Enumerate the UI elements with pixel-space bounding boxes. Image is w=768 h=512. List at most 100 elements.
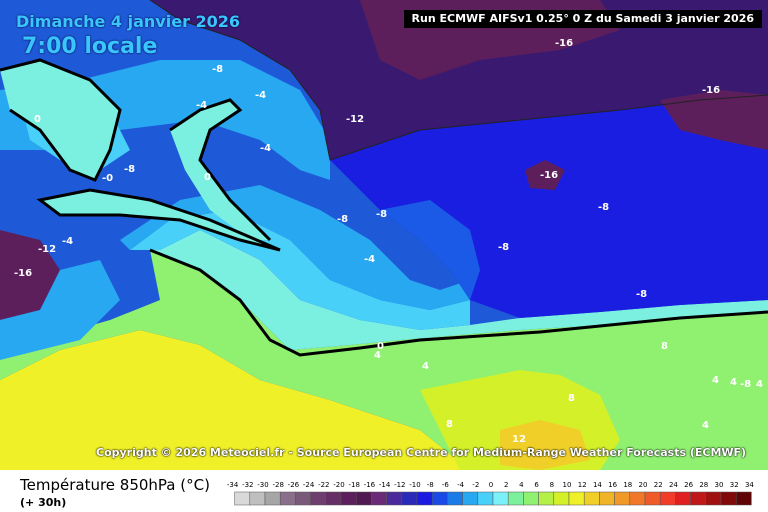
iso-label: -0 bbox=[102, 173, 113, 184]
iso-label: -16 bbox=[540, 170, 558, 181]
legend-swatch bbox=[568, 491, 585, 506]
legend-swatch bbox=[553, 491, 570, 506]
legend-tick: -34 bbox=[227, 481, 239, 489]
legend-swatch bbox=[720, 491, 737, 506]
iso-label: -12 bbox=[346, 114, 364, 125]
legend-swatch bbox=[310, 491, 327, 506]
legend-tick: -10 bbox=[409, 481, 420, 489]
temperature-map: -16 -16 -16 -16 -12 -12 -8 -8 -8 -8 -8 -… bbox=[0, 0, 768, 470]
legend-swatch bbox=[614, 491, 631, 506]
warm-zone-hot bbox=[500, 420, 590, 470]
cool-zone-aqua bbox=[150, 230, 768, 350]
iso-label: -16 bbox=[555, 38, 573, 49]
legend-tick: -24 bbox=[303, 481, 315, 489]
iso-label: -8 bbox=[376, 209, 387, 220]
warm-zone-yellow bbox=[0, 330, 470, 470]
iso-label: -4 bbox=[260, 143, 271, 154]
legend-swatch bbox=[462, 491, 479, 506]
legend-swatch bbox=[295, 491, 311, 506]
isotherm-labels: -16 -16 -16 -16 -12 -12 -8 -8 -8 -8 -8 -… bbox=[14, 38, 763, 445]
legend-tick: 0 bbox=[489, 481, 493, 489]
legend-swatch bbox=[705, 491, 722, 506]
legend-tick: 14 bbox=[593, 481, 602, 489]
iso-label: -8 bbox=[598, 202, 609, 213]
legend-tick: -30 bbox=[257, 481, 268, 489]
forecast-date: Dimanche 4 janvier 2026 bbox=[16, 12, 241, 31]
cold-zone-east-purple bbox=[660, 90, 768, 150]
legend-swatch bbox=[629, 491, 646, 506]
iso-label: -12 bbox=[38, 244, 56, 255]
cold-zone-west bbox=[0, 230, 60, 320]
cool-zone-west-blue bbox=[0, 260, 120, 360]
legend-swatch bbox=[279, 491, 296, 506]
legend-tick: 10 bbox=[563, 481, 572, 489]
isotherm-zero-south bbox=[149, 248, 768, 357]
legend-swatch bbox=[416, 491, 433, 506]
iso-label: 12 bbox=[512, 434, 526, 445]
run-info: Run ECMWF AIFSv1 0.25° 0 Z du Samedi 3 j… bbox=[403, 10, 762, 28]
copyright-notice: Copyright © 2026 Meteociel.fr - Source E… bbox=[96, 446, 747, 459]
iso-label: -8 bbox=[337, 214, 348, 225]
legend-tick: -26 bbox=[288, 481, 300, 489]
legend-tick: -2 bbox=[472, 481, 479, 489]
iso-label: -4 bbox=[364, 254, 375, 265]
iso-label: -8 bbox=[740, 379, 751, 390]
legend-tick: -22 bbox=[318, 481, 329, 489]
cool-zone-cyan bbox=[130, 210, 470, 330]
legend-swatch bbox=[644, 491, 661, 506]
iso-label: 8 bbox=[446, 419, 453, 430]
iso-label: 4 bbox=[702, 420, 709, 431]
iso-label: 4 bbox=[422, 361, 429, 372]
legend-tick: 28 bbox=[699, 481, 708, 489]
cold-zone-europe bbox=[330, 95, 768, 318]
legend-swatch bbox=[492, 491, 509, 506]
legend-tick: -6 bbox=[442, 481, 450, 489]
legend-swatch bbox=[675, 491, 691, 506]
iso-label: -16 bbox=[702, 85, 720, 96]
cool-zone-light-blue bbox=[120, 185, 470, 310]
iso-label: 4 bbox=[756, 379, 763, 390]
forecast-time: 7:00 locale bbox=[22, 34, 158, 59]
legend-tick: 22 bbox=[654, 481, 663, 489]
legend-tick: 6 bbox=[534, 481, 539, 489]
legend-swatch bbox=[659, 491, 676, 506]
legend-swatch bbox=[234, 491, 251, 506]
legend-tick: 26 bbox=[684, 481, 693, 489]
legend-tick: -14 bbox=[379, 481, 391, 489]
legend-tick: -32 bbox=[242, 481, 253, 489]
legend-tick: -18 bbox=[348, 481, 359, 489]
legend-tick: -28 bbox=[272, 481, 283, 489]
legend-swatch bbox=[340, 491, 357, 506]
legend-tick: 30 bbox=[715, 481, 724, 489]
iso-label: -4 bbox=[255, 90, 266, 101]
iso-label: 8 bbox=[661, 341, 668, 352]
legend-swatch bbox=[735, 491, 752, 506]
legend-tick: -16 bbox=[364, 481, 376, 489]
tongue-north bbox=[170, 100, 270, 240]
legend-tick: 16 bbox=[608, 481, 617, 489]
iso-label: -8 bbox=[636, 289, 647, 300]
color-scale: -34 -32 -30 -28 -26 -24 -22 -20 -18 -16 -14 -12 -10-… bbox=[227, 481, 754, 506]
legend-swatch bbox=[599, 491, 615, 506]
iso-label: 4 bbox=[730, 377, 737, 388]
iso-label: -16 bbox=[14, 268, 32, 279]
legend-swatch bbox=[523, 491, 539, 506]
legend-tick: -12 bbox=[394, 481, 405, 489]
legend-tick: -4 bbox=[457, 481, 465, 489]
legend-swatch bbox=[401, 491, 418, 506]
tongue-west bbox=[40, 190, 280, 250]
iso-label: 0 bbox=[34, 114, 41, 125]
legend-tick: 4 bbox=[519, 481, 524, 489]
legend-swatch bbox=[325, 491, 342, 506]
iso-label: 4 bbox=[712, 375, 719, 386]
legend-tick: 24 bbox=[669, 481, 678, 489]
legend-swatch bbox=[447, 491, 463, 506]
legend-swatch bbox=[583, 491, 600, 506]
legend-swatch bbox=[371, 491, 387, 506]
cold-zone-mid bbox=[380, 200, 480, 300]
legend-tick: 32 bbox=[730, 481, 739, 489]
isotherm-zero-north bbox=[169, 98, 272, 242]
iso-label: -4 bbox=[62, 236, 73, 247]
legend-tick: -8 bbox=[427, 481, 434, 489]
cold-zone-purple bbox=[150, 0, 768, 160]
